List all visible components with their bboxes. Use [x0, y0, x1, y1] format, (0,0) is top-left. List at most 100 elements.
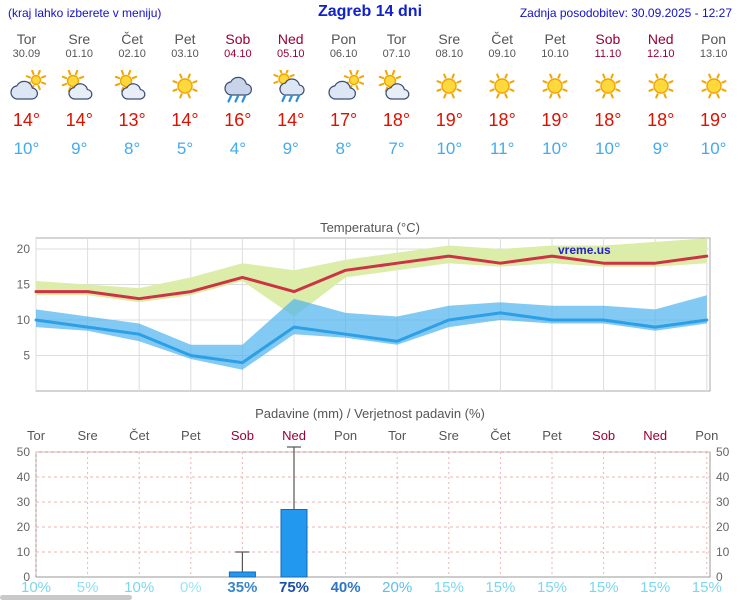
low-temperature: 11° — [489, 139, 515, 158]
precip-day-label: Pon — [695, 428, 719, 443]
high-temperature: 14° — [65, 110, 93, 130]
precip-day-label: Pet — [181, 428, 201, 443]
svg-text:50: 50 — [17, 445, 31, 459]
svg-text:10: 10 — [17, 313, 31, 327]
day-column-30.09[interactable]: Tor 30.09 14° 10° — [0, 32, 53, 159]
precip-probability: 35% — [227, 579, 258, 596]
high-temperature: 19° — [435, 110, 463, 130]
precip-day-labels: Tor Sre Čet Pet Sob Ned Pon Tor Sre Čet Pet Sob Ned P… — [0, 428, 740, 446]
low-temperature: 5° — [176, 139, 194, 158]
horizontal-scrollbar-thumb[interactable] — [0, 595, 132, 600]
day-name: Sre — [68, 31, 91, 47]
svg-text:10: 10 — [716, 545, 730, 559]
day-name: Tor — [386, 31, 407, 47]
low-temperature: 7° — [388, 139, 405, 158]
page-title: Zagreb 14 dni — [317, 3, 423, 20]
day-name: Sob — [595, 31, 621, 47]
precip-day-label: Čet — [129, 428, 150, 443]
svg-text:30: 30 — [716, 495, 730, 509]
precip-probability: 5% — [76, 579, 99, 596]
cloudy-weather-icon — [317, 67, 370, 107]
precip-day-label: Sob — [592, 428, 616, 443]
svg-text:20: 20 — [17, 520, 31, 534]
precip-probability: 15% — [691, 579, 722, 596]
rain-weather-icon — [211, 67, 264, 107]
day-name: Sre — [438, 31, 461, 47]
day-column-12.10[interactable]: Ned 12.10 18° 9° — [634, 32, 687, 159]
sun-weather-icon — [581, 67, 634, 107]
svg-text:10: 10 — [17, 545, 31, 559]
sun-weather-icon — [476, 67, 529, 107]
temperature-chart-title: Temperatura (°C) — [320, 220, 420, 235]
low-temperature: 10° — [436, 139, 463, 158]
precip-day-label: Tor — [388, 428, 407, 443]
day-column-08.10[interactable]: Sre 08.10 19° 10° — [423, 32, 476, 159]
sun-weather-icon — [634, 67, 687, 107]
day-name: Ned — [647, 31, 674, 47]
precip-probability: 75% — [278, 579, 310, 596]
sun-weather-icon — [423, 67, 476, 107]
low-temperature: 9° — [282, 139, 299, 158]
precip-probability: 15% — [485, 579, 516, 596]
precip-day-label: Sob — [230, 428, 254, 443]
sun-rain-weather-icon — [264, 67, 317, 107]
precip-bars — [228, 446, 308, 578]
sun-weather-icon — [687, 67, 740, 107]
day-column-13.10[interactable]: Pon 13.10 19° 10° — [687, 32, 740, 159]
day-column-02.10[interactable]: Čet 02.10 13° 8° — [106, 32, 159, 159]
day-date: 08.10 — [435, 48, 464, 60]
day-date: 06.10 — [329, 48, 358, 60]
high-temperature: 19° — [541, 110, 569, 130]
precip-day-label: Čet — [490, 428, 511, 443]
low-temperature: 10° — [700, 139, 727, 158]
low-temperature: 9° — [652, 139, 669, 158]
svg-text:30: 30 — [17, 495, 31, 509]
high-temperature: 13° — [118, 110, 146, 130]
day-name: Sob — [225, 31, 251, 47]
day-column-06.10[interactable]: Pon 06.10 17° 8° — [317, 32, 370, 159]
svg-text:15: 15 — [17, 278, 31, 292]
day-date: 11.10 — [594, 48, 622, 60]
day-date: 02.10 — [118, 48, 146, 60]
day-name: Pon — [331, 31, 357, 47]
day-column-07.10[interactable]: Tor 07.10 18° 7° — [370, 32, 423, 159]
day-name: Pet — [544, 31, 566, 47]
precip-probability: 15% — [640, 579, 671, 596]
day-name: Tor — [16, 31, 37, 47]
day-date: 10.10 — [541, 48, 569, 60]
svg-text:20: 20 — [716, 520, 730, 534]
svg-text:0: 0 — [716, 570, 723, 584]
day-column-11.10[interactable]: Sob 11.10 18° 10° — [581, 32, 634, 159]
day-column-09.10[interactable]: Čet 09.10 18° 11° — [476, 32, 529, 159]
low-temperature: 10° — [13, 139, 40, 158]
precip-day-label: Pon — [334, 428, 358, 443]
precip-grid — [35, 451, 710, 577]
temperature-chart: 5 10 15 20 — [17, 237, 711, 392]
high-temperature: 18° — [382, 110, 411, 130]
day-date: 30.09 — [12, 48, 41, 60]
day-column-05.10[interactable]: Ned 05.10 14° 9° — [264, 32, 317, 159]
sun-weather-icon — [529, 67, 582, 107]
day-column-04.10[interactable]: Sob 04.10 16° 4° — [211, 32, 264, 159]
cloudy-weather-icon — [0, 67, 53, 107]
precipitation-chart: 0 0 10 10 20 20 30 30 40 40 50 50 — [17, 445, 730, 584]
day-column-03.10[interactable]: Pet 03.10 14° 5° — [159, 32, 212, 159]
high-temperature: 18° — [647, 110, 675, 130]
forecast-days: Tor 30.09 14° 10° Sre 01.10 14° 9° Čet 02.10 13° 8°… — [0, 32, 740, 159]
high-temperature: 18° — [488, 110, 516, 130]
day-date: 12.10 — [646, 48, 675, 60]
high-temperature: 19° — [699, 110, 728, 130]
precip-probability: 10% — [20, 579, 52, 596]
high-temperature: 17° — [329, 110, 358, 130]
svg-text:0: 0 — [23, 570, 30, 584]
day-column-01.10[interactable]: Sre 01.10 14° 9° — [53, 32, 106, 159]
svg-text:5: 5 — [23, 349, 30, 363]
svg-text:50: 50 — [716, 445, 730, 459]
svg-text:20: 20 — [17, 242, 31, 256]
partly-cloudy-weather-icon — [106, 67, 159, 107]
precip-day-label: Ned — [282, 428, 306, 443]
day-column-10.10[interactable]: Pet 10.10 19° 10° — [529, 32, 582, 159]
vreme-watermark: vreme.us — [558, 243, 611, 257]
partly-cloudy-weather-icon — [370, 67, 423, 107]
